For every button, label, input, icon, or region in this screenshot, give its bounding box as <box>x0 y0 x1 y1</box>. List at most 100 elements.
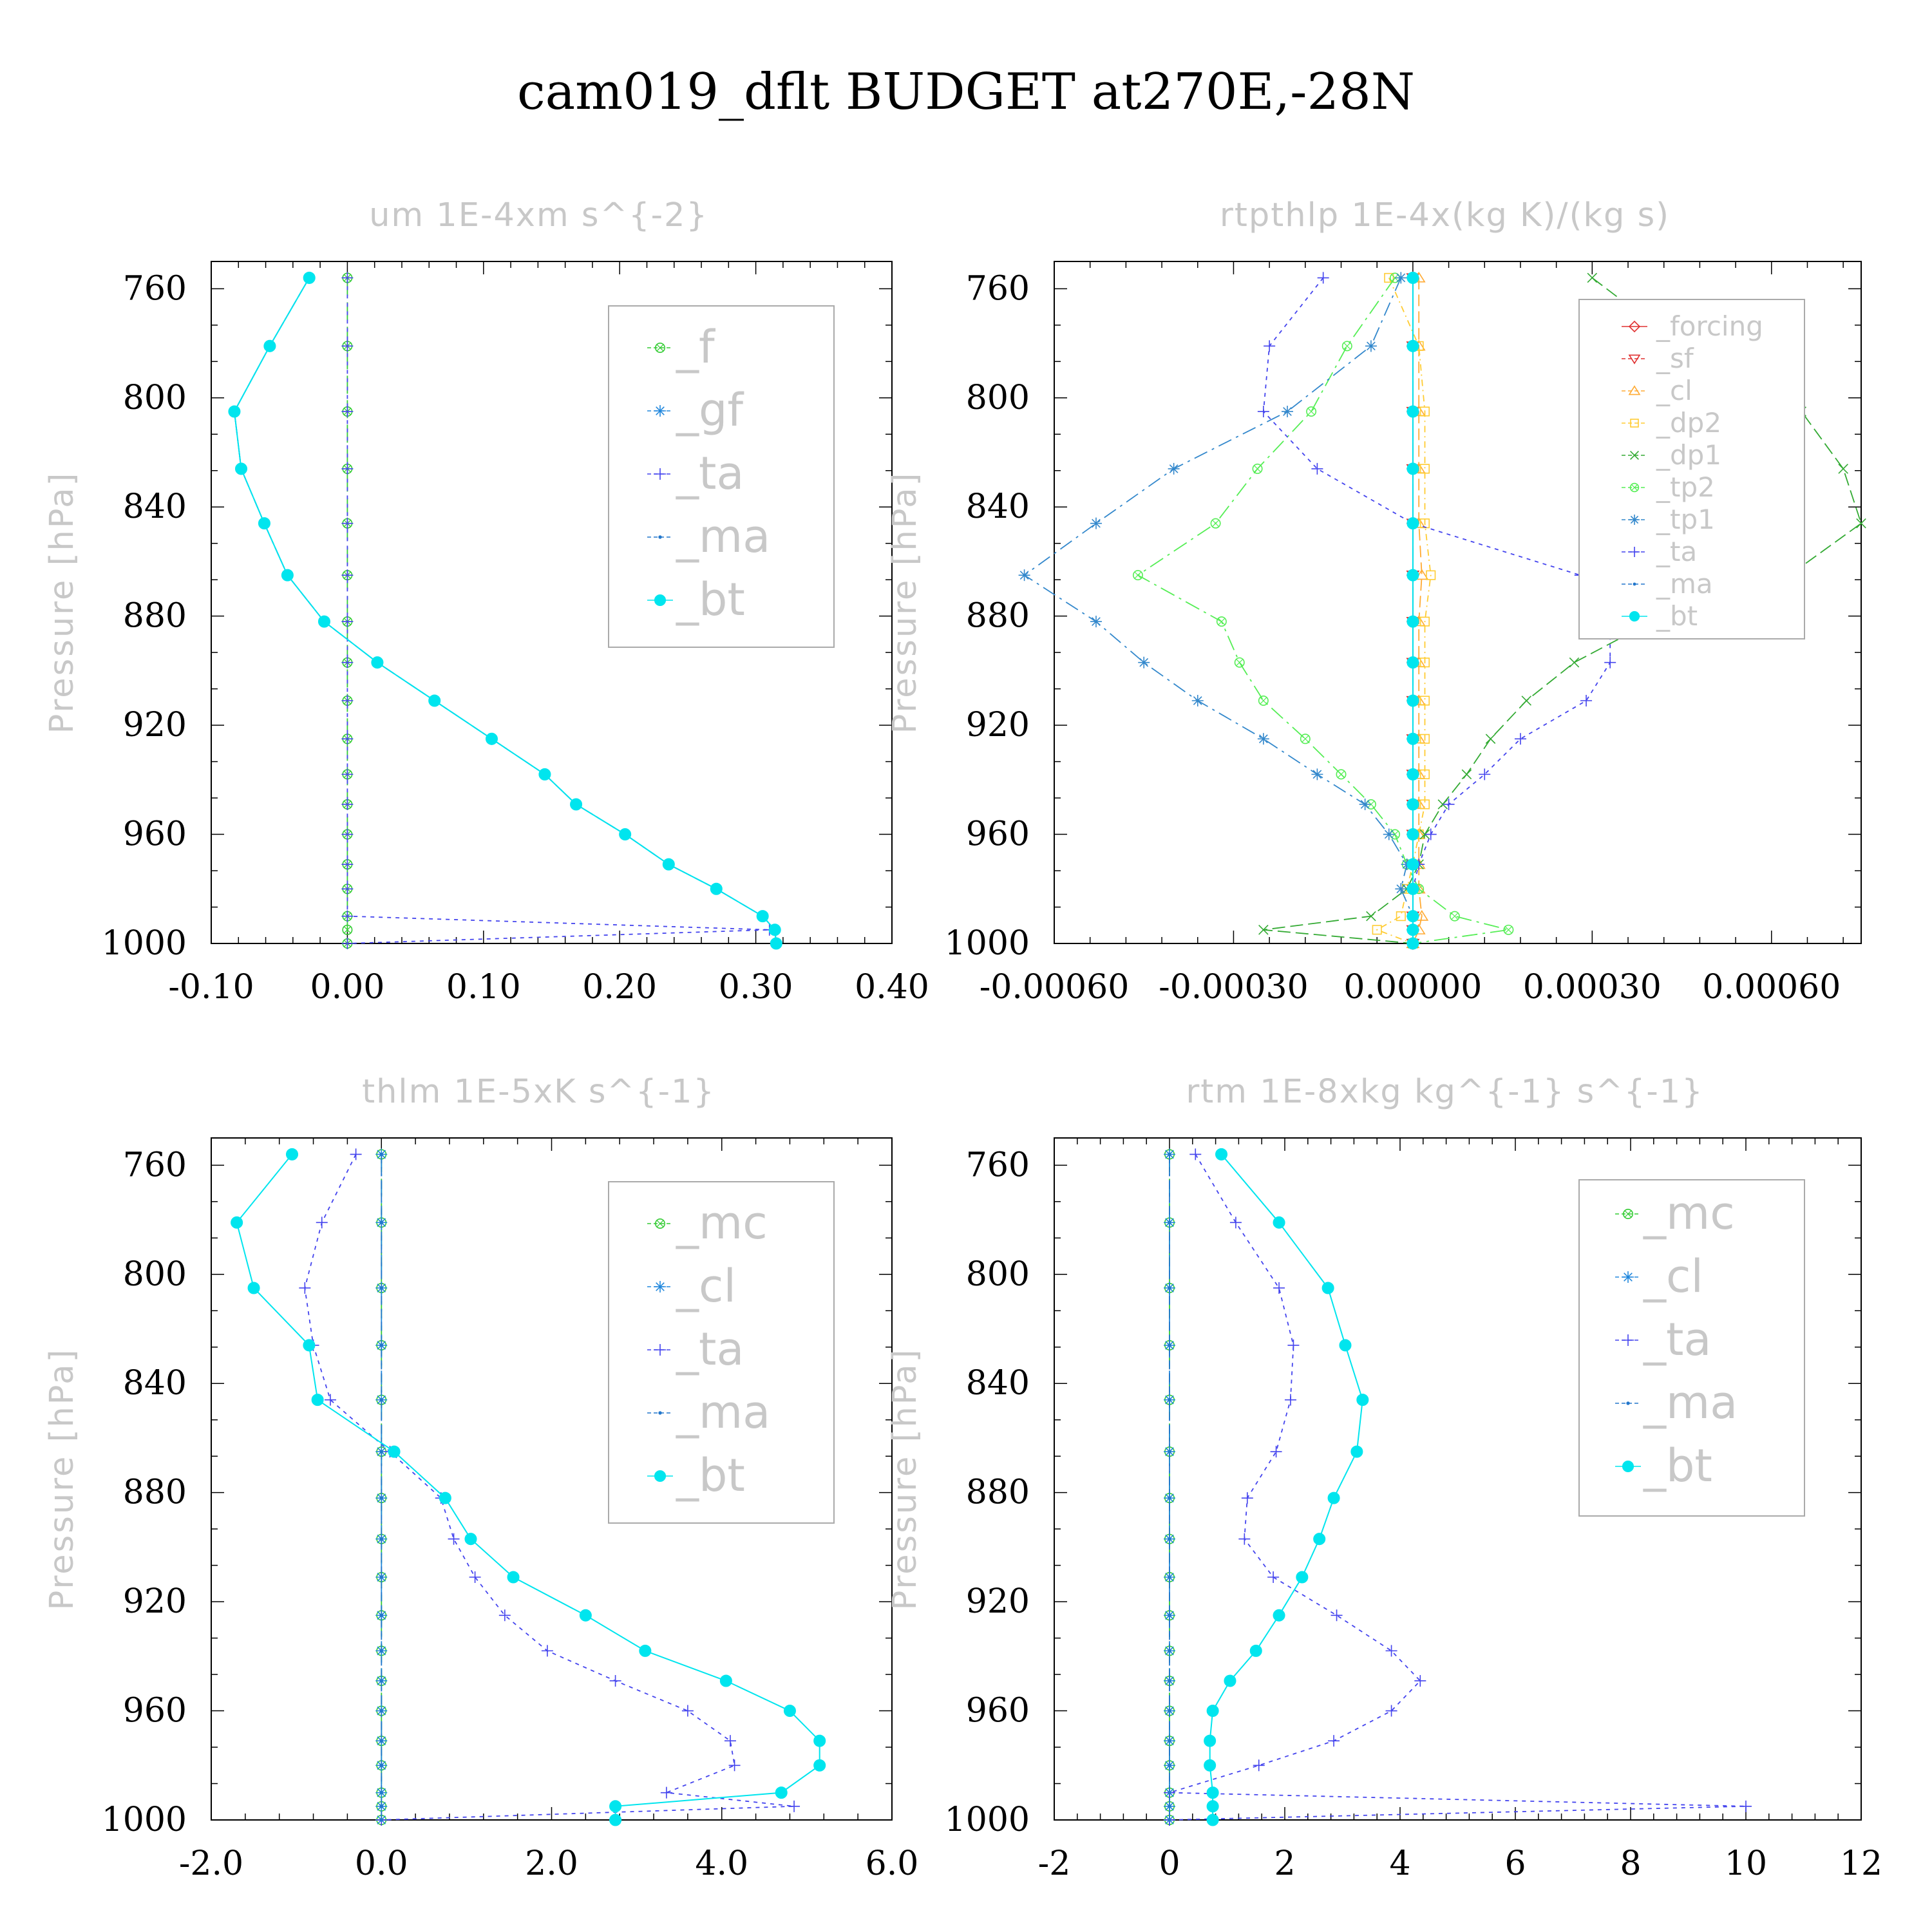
y-tick-label: 1000 <box>102 924 187 963</box>
series-line-bt <box>236 1153 820 1820</box>
x-point <box>1258 925 1269 935</box>
bt-point <box>1273 1609 1285 1622</box>
bt-point <box>1296 1571 1309 1584</box>
y-tick-label: 960 <box>966 1692 1030 1730</box>
y-tick-label: 960 <box>123 1692 187 1730</box>
plus-point <box>341 768 354 781</box>
x-point <box>1485 734 1496 744</box>
bt-point <box>1406 405 1419 418</box>
x-point <box>1366 911 1376 922</box>
series-line-tp1 <box>1023 278 1414 943</box>
plus-point <box>1229 1217 1242 1229</box>
bt-point <box>464 1533 477 1546</box>
square-point <box>1419 464 1430 474</box>
plus-point <box>1328 1735 1340 1747</box>
panel-title: rtpthlp 1E-4x(kg K)/(kg s) <box>1220 196 1670 234</box>
plus-point <box>1629 547 1640 557</box>
plus-point <box>654 468 666 480</box>
circle-point <box>1252 463 1263 474</box>
y-tick-label: 760 <box>966 269 1030 308</box>
x-tick-label: 6.0 <box>866 1844 919 1883</box>
bt-point <box>654 594 667 607</box>
bt-point <box>1406 798 1419 811</box>
bt-point <box>1339 1339 1352 1352</box>
bt-point <box>756 910 769 923</box>
x-point <box>1521 696 1532 706</box>
bt-point <box>570 798 583 811</box>
dot-point <box>1168 1804 1171 1808</box>
y-tick-label: 800 <box>966 379 1030 417</box>
square-point <box>1630 419 1639 428</box>
x-tick-label: -0.00060 <box>980 968 1130 1007</box>
dot-point <box>379 1679 383 1683</box>
circle-point <box>1449 911 1460 922</box>
series-line-bt <box>1209 1153 1363 1820</box>
bt-point <box>538 768 551 781</box>
circle-cross-point <box>1504 925 1513 934</box>
bt-point <box>234 462 248 475</box>
x-tick-label: -2.0 <box>179 1844 243 1883</box>
y-tick-label: 840 <box>123 1364 187 1403</box>
legend-box <box>608 1181 835 1524</box>
x-tick-label: 0.40 <box>855 968 929 1007</box>
square-point <box>1419 769 1430 779</box>
series-line-bt <box>233 277 777 944</box>
bt-point <box>1406 910 1419 923</box>
bt-point <box>1406 462 1419 475</box>
legend-label-mc: _mc <box>676 1197 768 1249</box>
plus-point <box>1514 733 1526 745</box>
plus-point <box>1189 1148 1202 1160</box>
legend-label-f: _f <box>676 321 715 374</box>
x-tick-label: 2 <box>1274 1844 1295 1883</box>
plus-point <box>350 1148 362 1160</box>
asterisk-point <box>1281 405 1293 417</box>
plus-point <box>1241 1492 1253 1504</box>
asterisk-point <box>1168 462 1180 475</box>
plus-point <box>1238 1533 1251 1545</box>
plus-point <box>341 858 354 871</box>
x-tick-label: 0.00030 <box>1523 968 1662 1007</box>
square-point <box>1419 518 1430 529</box>
legend-label-ta: _ta <box>676 447 744 500</box>
bt-point <box>1313 1533 1326 1546</box>
bt-point <box>371 656 384 669</box>
dot-point <box>1168 1343 1171 1347</box>
bt-point <box>1406 937 1419 950</box>
dot-point <box>1168 1397 1171 1402</box>
panel-title: rtm 1E-8xkg kg^{-1} s^{-1} <box>1186 1073 1703 1111</box>
bt-point <box>1622 1460 1634 1473</box>
legend-box <box>1578 1179 1805 1517</box>
bt-point <box>1224 1674 1236 1687</box>
plus-point <box>1425 828 1437 840</box>
circle-cross-point <box>1391 274 1399 282</box>
bt-point <box>1273 1216 1285 1229</box>
dot-point <box>379 1220 383 1225</box>
legend-label-cl: _cl <box>1643 1250 1703 1303</box>
x-tick-label: 0.00060 <box>1702 968 1841 1007</box>
dot-point <box>1168 1763 1171 1767</box>
bt-point <box>281 569 294 582</box>
series-line-cl_orange <box>1412 278 1423 944</box>
circle-cross-point <box>1451 912 1459 920</box>
panel-rtpthlp: rtpthlp 1E-4x(kg K)/(kg s) Pressure [hPa]… <box>886 196 1866 1007</box>
square-point <box>1419 616 1430 627</box>
bt-point <box>1406 656 1419 669</box>
panel-thlm: thlm 1E-5xK s^{-1} Pressure [hPa] -2.0 0.0 2… <box>43 1073 918 1883</box>
plus-point <box>341 910 354 922</box>
square-point <box>1419 734 1430 744</box>
panel-um: um 1E-4xm s^{-2} Pressure [hPa] -0.10 0.00 0… <box>43 196 929 1007</box>
plus-point <box>1264 340 1276 352</box>
x-tick-label: 0.00 <box>310 968 385 1007</box>
plus-point <box>654 1344 666 1356</box>
panel-title: um 1E-4xm s^{-2} <box>369 196 708 234</box>
bt-point <box>1249 1644 1262 1657</box>
bt-point <box>1321 1282 1334 1294</box>
plus-point <box>1604 656 1616 668</box>
plus-point <box>1740 1800 1752 1812</box>
x-tick-label: 4 <box>1389 1844 1410 1883</box>
plus-point <box>341 405 354 417</box>
bt-point <box>247 1282 260 1294</box>
plus-point <box>1414 1674 1426 1687</box>
y-tick-label: 920 <box>123 706 187 744</box>
